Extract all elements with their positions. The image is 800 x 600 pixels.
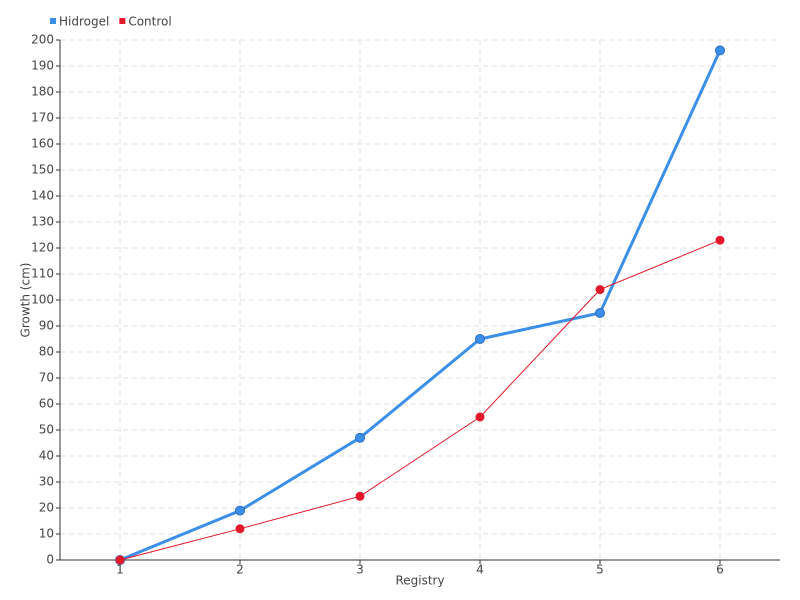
legend-swatch: [50, 18, 56, 24]
x-tick-label: 3: [356, 563, 364, 577]
y-tick-label: 0: [46, 553, 54, 567]
x-tick-label: 2: [236, 563, 244, 577]
y-tick-label: 90: [39, 319, 54, 333]
x-tick-label: 1: [116, 563, 124, 577]
data-point: [355, 432, 365, 443]
y-tick-label: 10: [39, 527, 54, 541]
y-tick-label: 180: [31, 85, 54, 99]
series-line: [119, 239, 721, 561]
y-tick-label: 60: [39, 397, 54, 411]
data-point: [235, 524, 245, 534]
x-tick-label: 6: [716, 563, 724, 577]
data-point: [115, 555, 125, 565]
y-tick-label: 70: [39, 371, 54, 385]
data-point: [475, 334, 485, 344]
y-tick-label: 30: [39, 475, 54, 489]
y-tick-label: 80: [39, 345, 54, 359]
y-tick-label: 190: [31, 59, 54, 73]
y-axis-title: Growth (cm): [19, 263, 33, 338]
y-tick-label: 110: [31, 267, 54, 281]
data-point: [235, 505, 245, 516]
legend-swatch: [119, 18, 126, 24]
y-tick-label: 200: [31, 33, 54, 47]
y-tick-label: 20: [39, 501, 54, 515]
y-tick-label: 170: [31, 111, 54, 125]
series-line: [119, 49, 722, 562]
y-tick-label: 150: [31, 163, 54, 177]
x-tick-label: 5: [596, 563, 604, 577]
y-tick-label: 120: [31, 241, 54, 255]
y-tick-label: 40: [39, 449, 54, 463]
y-tick-label: 140: [31, 189, 54, 203]
data-point: [475, 412, 485, 422]
data-point: [595, 308, 605, 318]
data-point: [715, 45, 725, 56]
data-point: [715, 235, 725, 245]
y-tick-label: 50: [39, 423, 54, 437]
data-point: [355, 491, 365, 501]
legend-label: Hidrogel: [59, 15, 109, 29]
y-tick-label: 100: [31, 293, 54, 307]
x-axis-title: Registry: [395, 574, 444, 588]
y-tick-label: 160: [31, 137, 54, 151]
data-point: [595, 285, 605, 295]
legend-label: Control: [128, 15, 171, 29]
x-tick-label: 4: [476, 563, 484, 577]
y-tick-label: 130: [31, 215, 54, 229]
